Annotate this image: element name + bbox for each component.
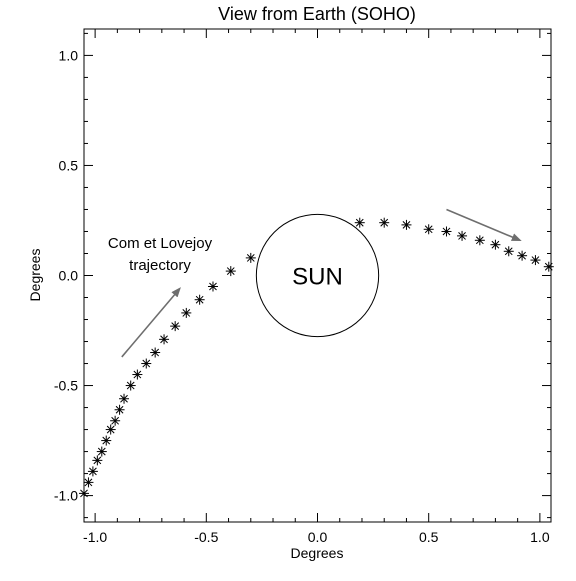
annotation-line-1: Com et Lovejoy [108, 235, 213, 252]
y-tick-label: 0.5 [59, 157, 79, 173]
data-point [441, 226, 452, 237]
data-point [96, 446, 107, 457]
data-point [150, 347, 161, 358]
trajectory-arrow-1 [121, 287, 181, 358]
data-point [181, 307, 192, 318]
data-point [423, 224, 434, 235]
data-point [159, 334, 170, 345]
data-point [401, 219, 412, 230]
data-point [119, 393, 130, 404]
x-tick-label: 0.5 [419, 529, 439, 545]
data-point [474, 235, 485, 246]
y-tick-label: 1.0 [59, 47, 79, 63]
data-point [132, 369, 143, 380]
data-point [245, 252, 256, 263]
data-point [101, 435, 112, 446]
data-point [141, 358, 152, 369]
annotation-line-2: trajectory [129, 257, 191, 274]
data-point [170, 321, 181, 332]
data-point [543, 261, 554, 272]
data-point [225, 266, 236, 277]
data-point [457, 230, 468, 241]
data-point [490, 239, 501, 250]
data-point [92, 455, 103, 466]
data-point [79, 488, 89, 499]
y-tick-label: 0.0 [59, 268, 79, 284]
x-tick-label: -1.0 [83, 529, 107, 545]
data-point [503, 246, 514, 257]
data-point [207, 281, 218, 292]
trajectory-arrow-2 [446, 208, 522, 242]
data-point [87, 466, 98, 477]
x-tick-label: -0.5 [194, 529, 218, 545]
data-point [517, 250, 528, 261]
sun-circle [255, 213, 380, 338]
data-point [114, 404, 125, 415]
sun-label: SUN [292, 264, 343, 291]
y-tick-label: -1.0 [54, 488, 78, 504]
data-point [379, 217, 390, 228]
data-point [194, 294, 205, 305]
data-point [83, 477, 94, 488]
x-tick-label: 0.0 [308, 529, 328, 545]
data-point [125, 380, 136, 391]
x-axis-label: Degrees [291, 545, 344, 561]
tick-labels-layer: -1.0 -0.5 0.0 0.5 1.0 -1.0 -0.5 0.0 0.5 1.0 [54, 47, 550, 545]
data-point [530, 255, 541, 266]
data-point [354, 217, 365, 228]
points-layer [79, 217, 554, 499]
arrows-layer [121, 208, 522, 358]
data-point [110, 415, 121, 426]
data-point [105, 424, 116, 435]
chart-title: View from Earth (SOHO) [218, 4, 416, 24]
x-tick-label: 1.0 [530, 529, 550, 545]
y-axis-label: Degrees [27, 249, 43, 302]
y-tick-label: -0.5 [54, 378, 78, 394]
ticks-layer [84, 29, 551, 522]
